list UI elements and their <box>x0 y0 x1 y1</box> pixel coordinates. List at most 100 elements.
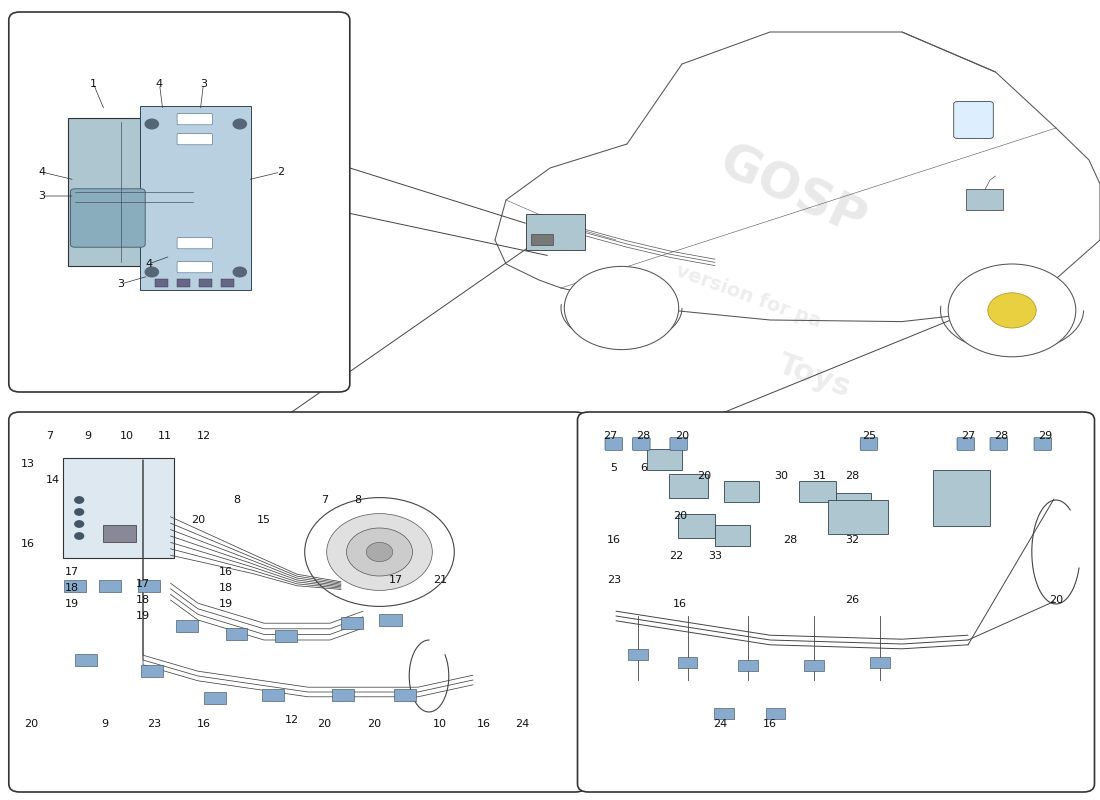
Text: 16: 16 <box>477 719 491 729</box>
Text: 30: 30 <box>774 471 788 481</box>
Circle shape <box>75 521 84 527</box>
Circle shape <box>75 497 84 503</box>
Text: 2: 2 <box>277 167 284 177</box>
Text: 17: 17 <box>65 567 78 577</box>
FancyBboxPatch shape <box>177 279 190 287</box>
Text: 17: 17 <box>136 579 150 589</box>
Text: 10: 10 <box>120 431 133 441</box>
Text: 25: 25 <box>862 431 876 441</box>
Text: 29: 29 <box>1038 431 1052 441</box>
Text: 12: 12 <box>285 715 298 725</box>
FancyBboxPatch shape <box>933 470 990 526</box>
FancyBboxPatch shape <box>628 649 648 660</box>
Text: 28: 28 <box>994 431 1008 441</box>
FancyBboxPatch shape <box>64 580 86 592</box>
Text: version for pa: version for pa <box>673 261 823 331</box>
FancyBboxPatch shape <box>103 525 136 542</box>
Text: 13: 13 <box>21 459 34 469</box>
FancyBboxPatch shape <box>275 630 297 642</box>
Circle shape <box>305 498 454 606</box>
FancyBboxPatch shape <box>204 692 226 704</box>
Text: 6: 6 <box>640 463 647 473</box>
Text: 32: 32 <box>846 535 859 545</box>
Text: 24: 24 <box>714 719 727 729</box>
Circle shape <box>948 264 1076 357</box>
Text: 28: 28 <box>846 471 859 481</box>
Text: 20: 20 <box>673 511 686 521</box>
Text: 1925: 1925 <box>674 422 756 474</box>
Text: 19: 19 <box>136 611 150 621</box>
FancyBboxPatch shape <box>724 481 759 502</box>
FancyBboxPatch shape <box>870 657 890 668</box>
FancyBboxPatch shape <box>714 708 734 719</box>
Circle shape <box>564 266 679 350</box>
FancyBboxPatch shape <box>332 689 354 701</box>
FancyBboxPatch shape <box>63 458 174 558</box>
Text: 20: 20 <box>191 515 205 525</box>
Circle shape <box>327 514 432 590</box>
Text: 8: 8 <box>354 495 361 505</box>
FancyBboxPatch shape <box>177 262 212 273</box>
Text: 18: 18 <box>219 583 232 593</box>
Text: 31: 31 <box>813 471 826 481</box>
Circle shape <box>346 528 412 576</box>
FancyBboxPatch shape <box>860 438 878 450</box>
FancyBboxPatch shape <box>715 525 750 546</box>
FancyBboxPatch shape <box>221 279 234 287</box>
Text: 10: 10 <box>433 719 447 729</box>
Circle shape <box>366 542 393 562</box>
Circle shape <box>233 119 246 129</box>
Text: 23: 23 <box>147 719 161 729</box>
FancyBboxPatch shape <box>828 500 888 534</box>
FancyBboxPatch shape <box>226 628 248 640</box>
Text: 19: 19 <box>219 599 232 609</box>
Text: 1: 1 <box>90 79 97 89</box>
FancyBboxPatch shape <box>68 118 196 266</box>
FancyBboxPatch shape <box>9 412 586 792</box>
FancyBboxPatch shape <box>531 234 553 245</box>
Circle shape <box>75 509 84 515</box>
Text: 21: 21 <box>433 575 447 585</box>
Text: Toys: Toys <box>773 350 855 402</box>
Text: GOSP: GOSP <box>711 138 873 246</box>
FancyBboxPatch shape <box>766 708 785 719</box>
FancyBboxPatch shape <box>957 438 975 450</box>
FancyBboxPatch shape <box>804 660 824 671</box>
FancyBboxPatch shape <box>379 614 401 626</box>
Text: 16: 16 <box>219 567 232 577</box>
Text: 9: 9 <box>101 719 108 729</box>
Circle shape <box>145 267 158 277</box>
Text: 20: 20 <box>367 719 381 729</box>
Circle shape <box>75 533 84 539</box>
Text: 7: 7 <box>321 495 328 505</box>
FancyBboxPatch shape <box>177 134 212 145</box>
FancyBboxPatch shape <box>262 689 284 701</box>
FancyBboxPatch shape <box>632 438 650 450</box>
FancyBboxPatch shape <box>669 474 708 498</box>
FancyBboxPatch shape <box>155 279 168 287</box>
FancyBboxPatch shape <box>138 580 160 592</box>
FancyBboxPatch shape <box>75 654 97 666</box>
Text: 20: 20 <box>697 471 711 481</box>
Text: 24: 24 <box>516 719 529 729</box>
Circle shape <box>145 119 158 129</box>
FancyBboxPatch shape <box>799 481 836 502</box>
Text: 14: 14 <box>46 475 59 485</box>
Text: 20: 20 <box>1049 595 1063 605</box>
Text: 8: 8 <box>233 495 240 505</box>
Circle shape <box>988 293 1036 328</box>
FancyBboxPatch shape <box>670 438 688 450</box>
Text: 33: 33 <box>708 551 722 561</box>
Text: 4: 4 <box>39 167 45 177</box>
Text: 16: 16 <box>197 719 210 729</box>
Text: 4: 4 <box>156 79 163 89</box>
Text: 15: 15 <box>257 515 271 525</box>
Text: 11: 11 <box>158 431 172 441</box>
FancyBboxPatch shape <box>678 514 715 538</box>
FancyBboxPatch shape <box>341 617 363 629</box>
Text: 26: 26 <box>846 595 859 605</box>
Text: 20: 20 <box>318 719 331 729</box>
FancyBboxPatch shape <box>954 102 993 138</box>
FancyBboxPatch shape <box>99 580 121 592</box>
FancyBboxPatch shape <box>1034 438 1052 450</box>
